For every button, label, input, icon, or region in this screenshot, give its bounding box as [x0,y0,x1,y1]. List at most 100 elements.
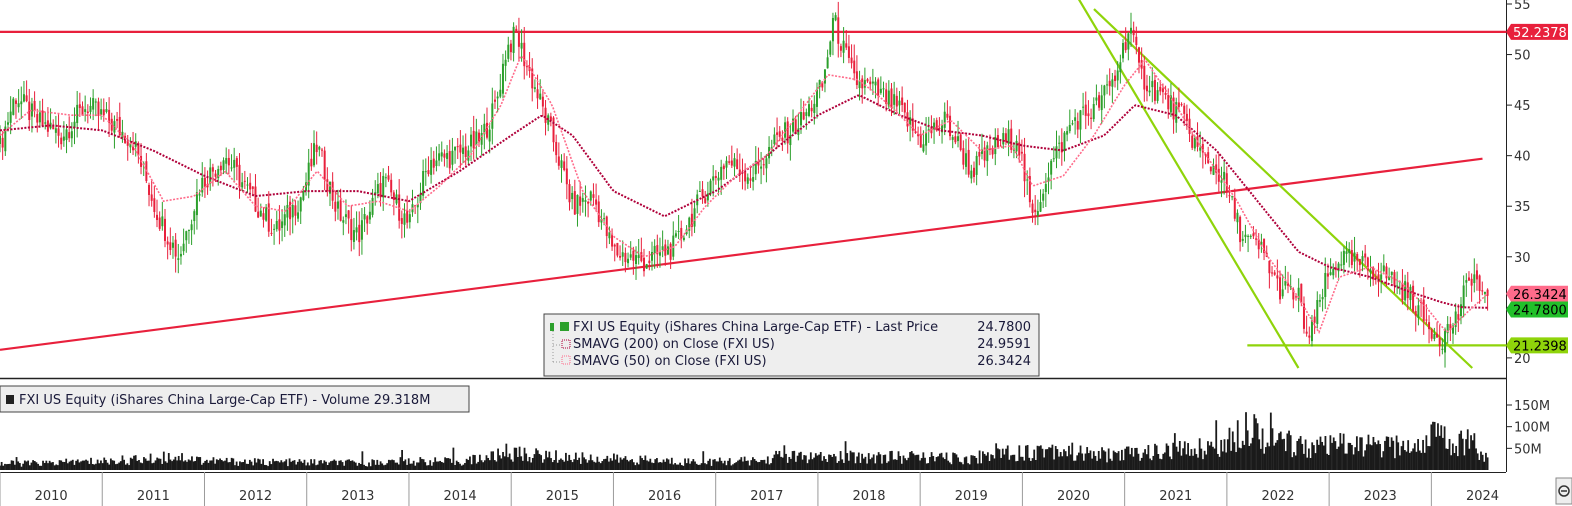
volume-bar [606,455,609,470]
volume-bar [1486,457,1489,470]
volume-bar [1026,445,1029,470]
candle-body [73,121,76,128]
volume-bar [1398,455,1401,470]
legend-swatch-sma50 [561,355,571,365]
legend-label-sma50: SMAVG (50) on Close (FXI US) [573,354,767,369]
candle-body [1044,183,1047,193]
volume-bar [96,459,99,470]
volume-bar [690,461,693,470]
volume-bar [1344,453,1347,470]
candle-body [557,156,560,166]
volume-bar [1306,457,1309,470]
candle-body [54,128,57,133]
volume-bar [584,459,587,470]
volume-bar [493,460,496,470]
candle-body [1350,250,1353,265]
volume-bar [421,458,423,470]
candle-body [94,101,97,103]
volume-bar [376,459,379,470]
candle-body [1169,95,1172,113]
volume-bar [121,455,124,470]
candle-body [1438,337,1441,347]
candle-body [283,214,286,226]
volume-bar [257,458,260,470]
candle-body [379,183,382,198]
candle-body [1028,176,1031,203]
candle-body [0,135,1,144]
candle-body [1297,287,1300,300]
volume-bar [915,454,918,470]
candle-body [999,145,1002,147]
volume-bar [1116,453,1118,470]
candle-body [893,94,896,105]
volume-bar [704,463,706,470]
volume-bar [267,466,269,470]
volume-bar [962,464,964,470]
volume-bar [76,459,79,470]
volume-bar [1059,452,1062,470]
volume-bar [897,451,900,470]
volume-bar [1455,445,1458,470]
volume-bar [315,465,317,470]
volume-bar [1380,457,1383,470]
volume-bar [9,463,11,470]
candle-body [41,110,44,126]
candle-body [235,158,238,167]
volume-bar [328,462,331,470]
volume-bar [1372,436,1375,470]
legend-label-price: FXI US Equity (iShares China Large-Cap E… [573,320,938,335]
volume-bar [761,460,764,470]
volume-bar [1016,460,1019,470]
candle-body [994,137,997,155]
volume-bar [57,465,59,470]
volume-bar [346,459,349,470]
candle-body [717,177,720,181]
volume-bar [938,453,941,470]
candle-body [645,264,648,269]
candle-body [661,246,664,251]
volume-bar [895,459,898,470]
volume-bar [1369,444,1372,470]
candle-body [911,118,914,131]
candle-body [701,189,704,197]
volume-bar [1245,412,1247,470]
volume-bar [1054,446,1057,470]
candle-body [765,158,768,169]
volume-bar [262,459,265,470]
volume-bar [265,465,268,470]
candle-body [281,221,284,228]
volume-bar [689,463,691,470]
scroll-handle-icon[interactable] [1555,477,1572,505]
candle-body [1052,158,1055,160]
volume-bar [1233,442,1236,470]
volume-bar [177,455,180,470]
candle-body [238,164,241,188]
candle-body [863,80,866,88]
candle-body [126,141,129,146]
volume-bar [596,456,599,470]
volume-bar [66,463,69,470]
volume-bar [1155,445,1158,470]
volume-bar [594,462,597,470]
volume-legend-label: FXI US Equity (iShares China Large-Cap E… [19,393,430,408]
volume-bar [626,459,629,470]
candle-body [286,204,289,218]
candle-body [965,153,968,167]
volume-bar [1415,451,1418,470]
candle-body [903,102,906,113]
volume-bar [670,457,673,470]
candle-body [435,160,438,167]
volume-bar [1395,435,1398,470]
candle-body [1050,160,1053,175]
candle-body [1374,276,1377,278]
candle-body [954,136,957,143]
candle-body [105,109,108,112]
volume-bar [1077,452,1080,470]
candle-body [1313,316,1316,323]
candle-body [1361,256,1364,262]
candle-body [1449,324,1452,331]
volume-bar [1183,441,1186,470]
volume-bar [1043,457,1046,470]
candle-body [174,239,177,257]
candle-body [92,98,95,110]
